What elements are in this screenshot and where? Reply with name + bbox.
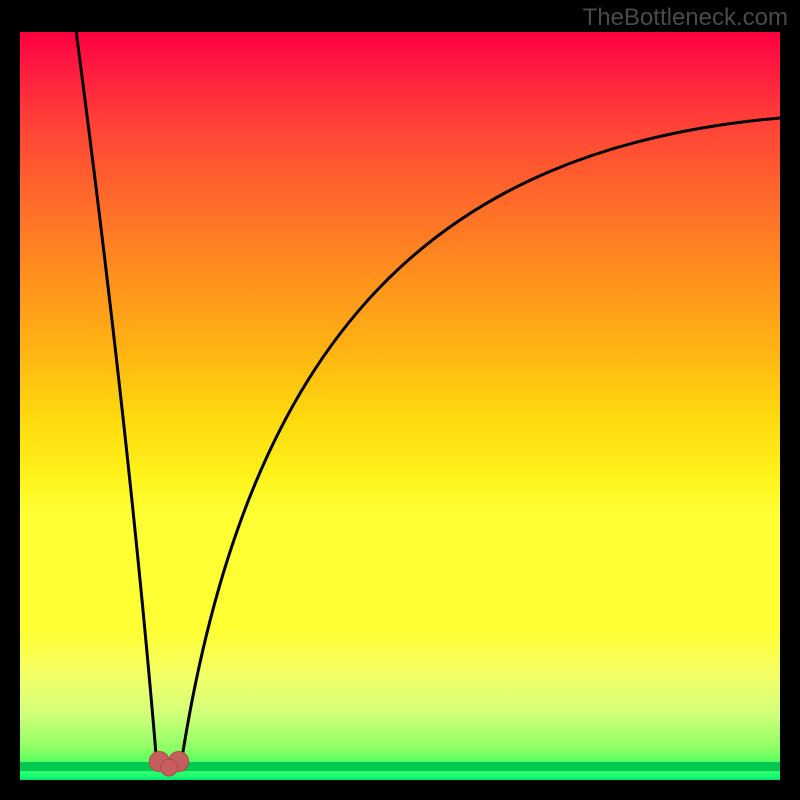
chart-root: TheBottleneck.com (0, 0, 800, 800)
curve-svg (20, 32, 780, 780)
dip-markers (149, 752, 188, 777)
plot-area (20, 32, 780, 780)
dip-marker (160, 759, 177, 776)
border-left (0, 0, 20, 800)
border-bottom (0, 780, 800, 800)
watermark-text: TheBottleneck.com (583, 4, 788, 32)
curve-path (76, 32, 780, 770)
border-right (780, 0, 800, 800)
